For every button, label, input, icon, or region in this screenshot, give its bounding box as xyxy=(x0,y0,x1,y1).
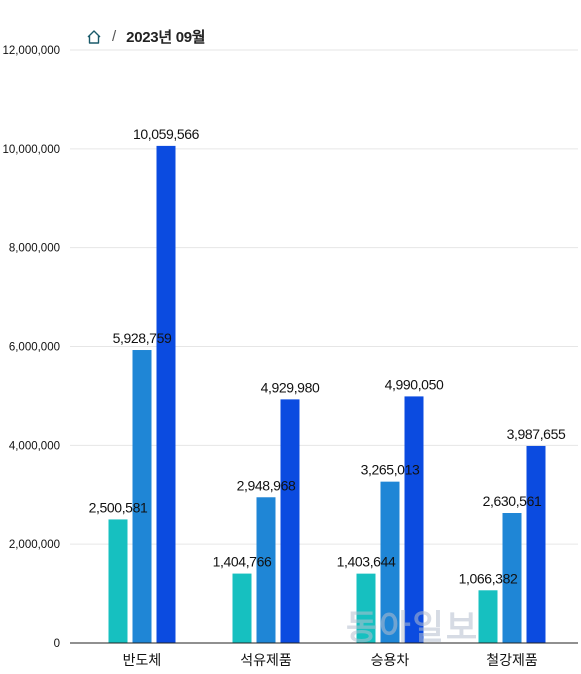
bar-value-label: 1,066,382 xyxy=(459,570,518,586)
y-tick-label: 6,000,000 xyxy=(9,342,60,354)
bar-value-label: 3,987,655 xyxy=(507,426,566,442)
y-axis-ticks: 0 2,000,000 4,000,000 6,000,000 8,000,000 10,… xyxy=(2,45,60,650)
breadcrumb: / 2023년 09월 xyxy=(86,26,206,47)
bar xyxy=(156,145,176,644)
y-tick-label: 2,000,000 xyxy=(9,539,60,551)
x-axis-categories: 반도체 석유제품 승용차 철강제품 xyxy=(123,653,538,669)
x-category-label: 철강제품 xyxy=(486,653,538,669)
watermark-logo: 동아일보 xyxy=(346,608,480,648)
bar xyxy=(256,497,276,643)
y-tick-label: 4,000,000 xyxy=(9,440,60,452)
bar-value-label: 4,929,980 xyxy=(261,379,320,395)
bar xyxy=(404,396,424,643)
bar-value-label: 4,990,050 xyxy=(385,376,444,392)
home-icon[interactable] xyxy=(86,29,102,45)
y-tick-label: 0 xyxy=(54,638,60,650)
bar-value-label: 5,928,759 xyxy=(113,330,172,346)
x-category-label: 반도체 xyxy=(123,653,162,669)
y-tick-label: 12,000,000 xyxy=(2,45,60,57)
bar-value-label: 1,403,644 xyxy=(337,554,396,570)
breadcrumb-current: 2023년 09월 xyxy=(126,29,206,46)
bar xyxy=(232,573,252,643)
value-labels: 2,500,581 1,404,766 1,403,644 1,066,382 5,92… xyxy=(89,126,567,586)
x-category-label: 승용차 xyxy=(371,653,410,669)
bar-value-label: 2,948,968 xyxy=(237,477,296,493)
bar-value-label: 2,630,561 xyxy=(483,493,542,509)
bar-value-label: 2,500,581 xyxy=(89,499,148,515)
bar-value-label: 3,265,013 xyxy=(361,462,420,478)
y-tick-label: 8,000,000 xyxy=(9,243,60,255)
x-category-label: 석유제품 xyxy=(240,653,292,669)
bar xyxy=(108,519,128,643)
bars xyxy=(108,145,546,644)
bar xyxy=(502,513,522,643)
bar xyxy=(280,399,300,643)
bar xyxy=(526,445,546,643)
grid-lines xyxy=(70,49,578,545)
bar xyxy=(132,350,152,643)
bar xyxy=(478,590,498,643)
y-tick-label: 10,000,000 xyxy=(2,144,60,156)
bar-value-label: 1,404,766 xyxy=(213,554,272,570)
bar-value-label: 10,059,566 xyxy=(133,126,200,142)
bar xyxy=(356,573,376,643)
breadcrumb-separator: / xyxy=(112,28,117,45)
bar xyxy=(380,481,400,643)
